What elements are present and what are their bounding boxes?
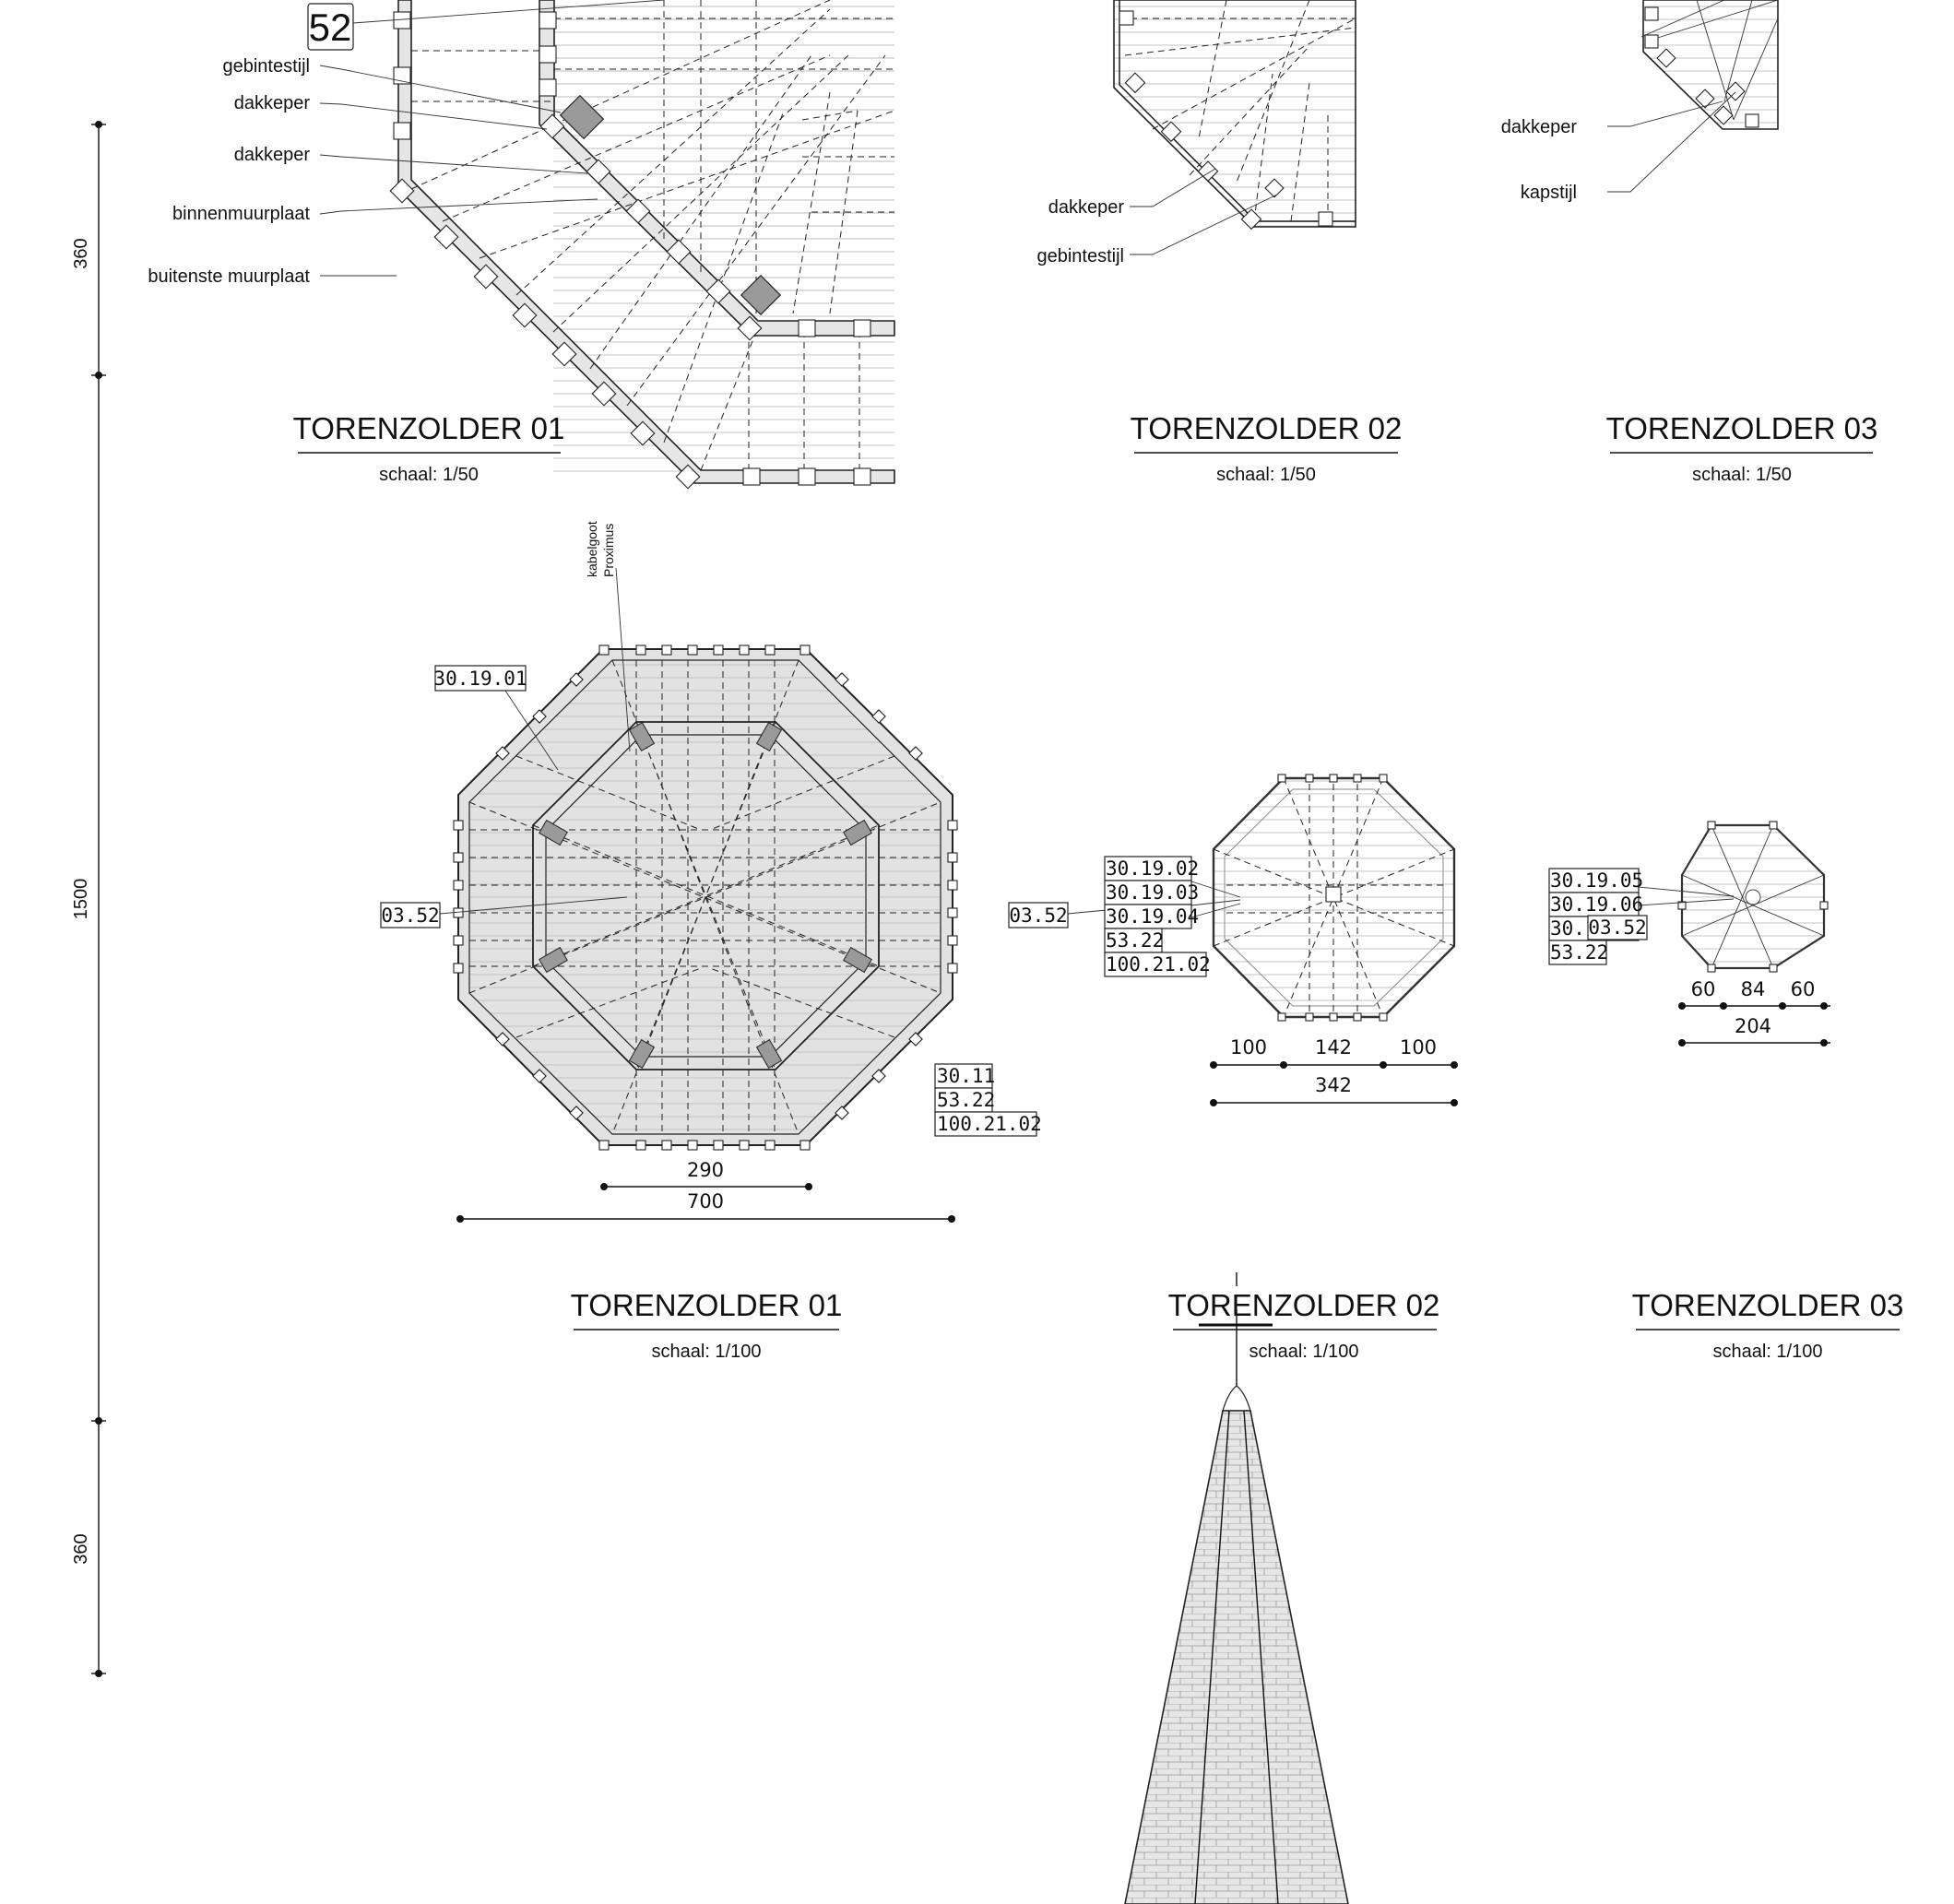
label-gebintestijl: gebintestijl: [222, 56, 310, 77]
plan-02-1-50: dakkeper gebintestijl TORENZOLDER 02 sch…: [1036, 0, 1402, 485]
vdim-bottom: 360: [71, 1533, 91, 1564]
plan-03-1-50: dakkeper kapstijl TORENZOLDER 03 schaal:…: [1501, 0, 1878, 485]
dim-700: 700: [687, 1190, 724, 1212]
label-gebintestijl: gebintestijl: [1036, 246, 1124, 266]
plan-03-framing: [1640, 0, 1779, 128]
vdim-middle: 1500: [71, 879, 91, 920]
tag-30-19-01: 30.19.01: [433, 668, 527, 690]
title-plan-03-1-100: TORENZOLDER 03: [1632, 1288, 1904, 1322]
tag-30-19-02: 30.19.02: [1106, 857, 1199, 880]
title-plan-03-1-50: TORENZOLDER 03: [1606, 411, 1878, 445]
dim-100-left: 100: [1230, 1036, 1267, 1058]
scale-plan-02-1-100: schaal: 1/100: [1249, 1342, 1359, 1362]
label-dakkeper-2: dakkeper: [234, 145, 311, 165]
title-plan-02-1-100: TORENZOLDER 02: [1168, 1288, 1440, 1322]
tag-53-22: 53.22: [937, 1089, 995, 1111]
plan-02-framing: [1119, 0, 1356, 231]
dim-142: 142: [1315, 1036, 1352, 1058]
plan-02-framing: [1213, 774, 1455, 1022]
tag-03-52: 03.52: [1009, 905, 1067, 927]
scale-plan-03-1-100: schaal: 1/100: [1713, 1342, 1823, 1362]
dim-60-left: 60: [1691, 978, 1716, 1000]
label-kapstijl: kapstijl: [1521, 183, 1577, 203]
note-kabelgoot: kabelgoot: [585, 521, 599, 577]
tag-53-22: 53.22: [1106, 929, 1164, 952]
vdim-top: 360: [71, 238, 91, 268]
dim-342: 342: [1315, 1074, 1352, 1096]
dim-60-right: 60: [1791, 978, 1816, 1000]
dim-290: 290: [687, 1159, 724, 1181]
scale-plan-02-1-50: schaal: 1/50: [1216, 465, 1316, 485]
plan-03-framing: [1677, 821, 1829, 973]
plan-02-1-100: 03.52 30.19.02 30.19.03 30.19.04 53.22 1…: [1008, 774, 1458, 1362]
plan-01-posts: [453, 645, 958, 1151]
dim-84: 84: [1741, 978, 1766, 1000]
scale-plan-01-1-100: schaal: 1/100: [652, 1342, 762, 1362]
label-dakkeper: dakkeper: [1501, 117, 1578, 137]
tag-100-21-02: 100.21.02: [937, 1113, 1042, 1135]
label-dakkeper: dakkeper: [1048, 197, 1125, 218]
plan-01-leaders: [319, 0, 665, 277]
scale-plan-03-1-50: schaal: 1/50: [1692, 465, 1792, 485]
tag-03-52: 03.52: [1588, 917, 1646, 939]
title-plan-01-1-100: TORENZOLDER 01: [571, 1288, 843, 1322]
spire-elevation: [1124, 1272, 1349, 1904]
plan-03-1-100: 30.19.05 30.19.06 30.19.07 53.22 03.52 6…: [1548, 821, 1904, 1362]
tag-30-19-06: 30.19.06: [1550, 893, 1643, 916]
wall-posts: [389, 11, 871, 490]
scale-plan-01-1-50: schaal: 1/50: [379, 465, 479, 485]
vertical-dimension: 360 1500 360: [71, 121, 106, 1677]
title-plan-01-1-50: TORENZOLDER 01: [293, 411, 565, 445]
rafter-lines: [410, 0, 895, 471]
tag-52-box: [307, 3, 354, 51]
plan-01-1-50: 52 gebintestijl dakkeper dakkeper binnen…: [148, 0, 895, 490]
label-binnenmuurplaat: binnenmuurplaat: [172, 204, 310, 224]
tag-30-19-05: 30.19.05: [1550, 869, 1643, 892]
tag-52: 52: [309, 6, 352, 49]
dim-204: 204: [1735, 1015, 1771, 1037]
label-dakkeper-1: dakkeper: [234, 93, 311, 113]
tag-03-52: 03.52: [381, 905, 439, 927]
title-plan-02-1-50: TORENZOLDER 02: [1131, 411, 1403, 445]
note-proximus: Proximus: [601, 524, 616, 577]
dim-100-right: 100: [1400, 1036, 1437, 1058]
tag-30-19-04: 30.19.04: [1106, 905, 1199, 928]
tag-30-11: 30.11: [937, 1065, 995, 1087]
tag-30-19-03: 30.19.03: [1106, 881, 1199, 904]
tag-100-21-02: 100.21.02: [1106, 953, 1211, 976]
label-buitenste-muurplaat: buitenste muurplaat: [148, 266, 310, 287]
plan-01-1-100: kabelgoot Proximus 30.19.01 03.52 30.11 …: [380, 521, 1042, 1362]
tag-53-22: 53.22: [1550, 941, 1608, 964]
